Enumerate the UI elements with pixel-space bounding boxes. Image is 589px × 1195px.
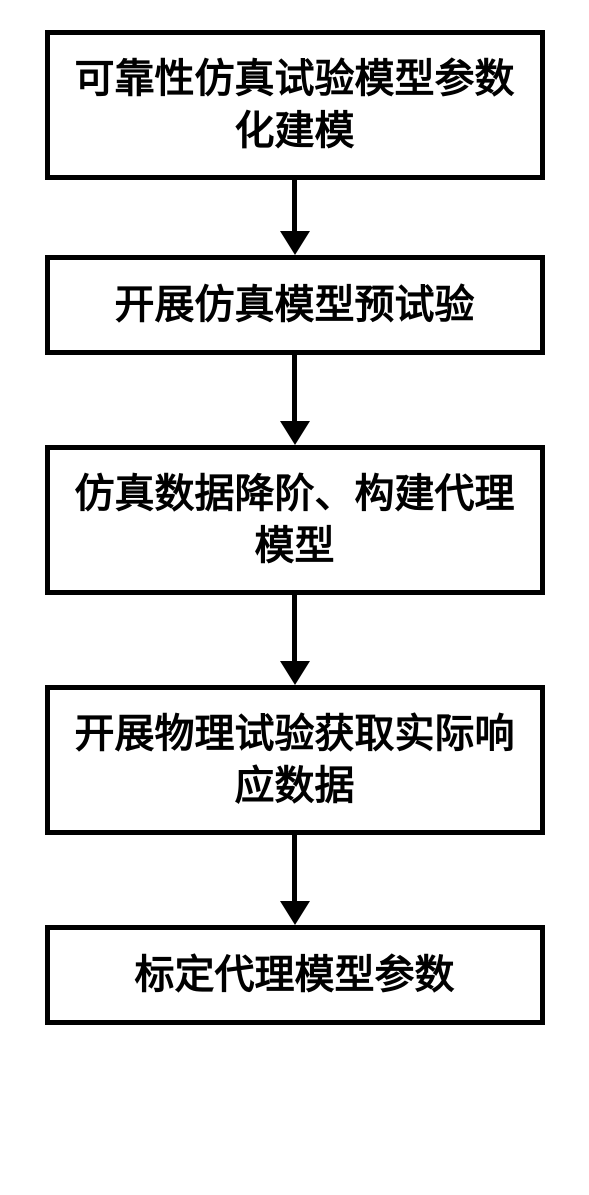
node-label: 标定代理模型参数 (135, 949, 455, 1001)
flowchart-node-4: 开展物理试验获取实际响应数据 (45, 685, 545, 835)
flowchart-node-1: 可靠性仿真试验模型参数化建模 (45, 30, 545, 180)
arrow-line (292, 355, 297, 421)
node-label: 开展物理试验获取实际响应数据 (70, 708, 520, 812)
arrow-line (292, 180, 297, 231)
arrow-head-icon (280, 231, 310, 255)
flowchart-node-2: 开展仿真模型预试验 (45, 255, 545, 355)
arrow-4-5 (280, 835, 310, 925)
flowchart-node-5: 标定代理模型参数 (45, 925, 545, 1025)
arrow-line (292, 595, 297, 661)
arrow-head-icon (280, 901, 310, 925)
node-label: 开展仿真模型预试验 (115, 279, 475, 331)
arrow-1-2 (280, 180, 310, 255)
arrow-line (292, 835, 297, 901)
flowchart-node-3: 仿真数据降阶、构建代理模型 (45, 445, 545, 595)
node-label: 可靠性仿真试验模型参数化建模 (70, 53, 520, 157)
arrow-2-3 (280, 355, 310, 445)
arrow-head-icon (280, 661, 310, 685)
arrow-head-icon (280, 421, 310, 445)
arrow-3-4 (280, 595, 310, 685)
node-label: 仿真数据降阶、构建代理模型 (70, 468, 520, 572)
